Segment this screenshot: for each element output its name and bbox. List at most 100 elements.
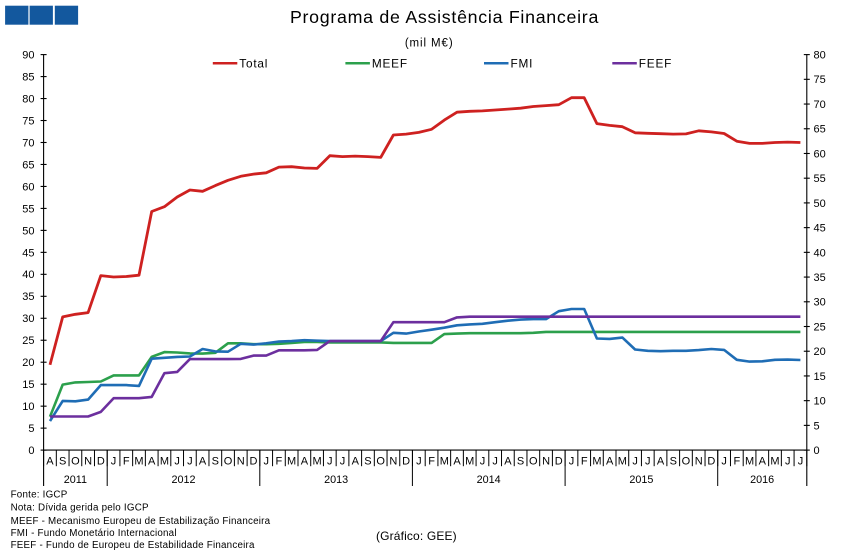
svg-text:FEEF: FEEF (639, 56, 672, 70)
svg-text:J: J (798, 456, 804, 468)
svg-text:N: N (695, 456, 703, 468)
svg-text:O: O (224, 456, 233, 468)
svg-text:2016: 2016 (750, 474, 774, 486)
svg-text:A: A (453, 456, 461, 468)
svg-text:D: D (402, 456, 410, 468)
svg-text:60: 60 (22, 181, 34, 193)
svg-text:2011: 2011 (64, 474, 87, 486)
svg-text:30: 30 (814, 297, 826, 309)
svg-text:J: J (187, 456, 193, 468)
svg-text:N: N (84, 456, 92, 468)
svg-text:F: F (581, 456, 588, 468)
svg-text:A: A (657, 456, 665, 468)
svg-text:M: M (287, 456, 296, 468)
svg-text:5: 5 (814, 420, 820, 432)
svg-text:45: 45 (22, 247, 34, 259)
svg-text:J: J (111, 456, 117, 468)
svg-text:25: 25 (22, 335, 34, 347)
svg-text:75: 75 (814, 74, 826, 86)
svg-text:MEEF: MEEF (372, 56, 408, 70)
svg-text:FMI - Fundo Monetário Internac: FMI - Fundo Monetário Internacional (11, 528, 177, 539)
svg-text:MEEF - Mecanismo Europeu de Es: MEEF - Mecanismo Europeu de Estabilizaçã… (11, 516, 271, 527)
svg-text:O: O (682, 456, 691, 468)
svg-text:Total: Total (239, 56, 268, 70)
svg-text:25: 25 (814, 321, 826, 333)
svg-text:J: J (785, 456, 791, 468)
svg-text:A: A (148, 456, 156, 468)
svg-text:35: 35 (814, 272, 826, 284)
svg-text:N: N (389, 456, 397, 468)
svg-text:D: D (250, 456, 258, 468)
svg-text:A: A (504, 456, 512, 468)
svg-text:40: 40 (814, 247, 826, 259)
svg-text:M: M (745, 456, 754, 468)
svg-text:65: 65 (22, 159, 34, 171)
svg-text:45: 45 (814, 223, 826, 235)
svg-text:(Gráfico: GEE): (Gráfico: GEE) (376, 529, 457, 543)
svg-text:Programa de Assistência Financ: Programa de Assistência Financeira (290, 7, 599, 27)
svg-text:O: O (529, 456, 538, 468)
svg-text:M: M (770, 456, 779, 468)
svg-text:A: A (46, 456, 54, 468)
svg-text:55: 55 (22, 203, 34, 215)
svg-text:50: 50 (814, 198, 826, 210)
svg-text:S: S (517, 456, 524, 468)
svg-text:2015: 2015 (629, 474, 653, 486)
svg-text:15: 15 (814, 371, 826, 383)
svg-text:J: J (492, 456, 498, 468)
svg-text:M: M (592, 456, 601, 468)
svg-text:S: S (364, 456, 371, 468)
svg-text:F: F (123, 456, 130, 468)
svg-text:10: 10 (22, 401, 34, 413)
svg-text:A: A (352, 456, 360, 468)
svg-text:20: 20 (814, 346, 826, 358)
svg-text:M: M (618, 456, 627, 468)
svg-text:F: F (733, 456, 740, 468)
svg-text:0: 0 (28, 445, 34, 457)
svg-text:FMI: FMI (511, 56, 534, 70)
svg-text:A: A (199, 456, 207, 468)
svg-text:J: J (645, 456, 651, 468)
svg-text:D: D (97, 456, 105, 468)
svg-text:A: A (606, 456, 614, 468)
svg-text:35: 35 (22, 291, 34, 303)
svg-text:40: 40 (22, 269, 34, 281)
svg-text:N: N (542, 456, 550, 468)
svg-text:D: D (707, 456, 715, 468)
svg-text:55: 55 (814, 173, 826, 185)
svg-text:Nota: Dívida gerida pelo IGCP: Nota: Dívida gerida pelo IGCP (11, 503, 149, 514)
svg-text:S: S (212, 456, 219, 468)
svg-text:80: 80 (814, 50, 826, 62)
svg-text:2013: 2013 (324, 474, 348, 486)
svg-text:J: J (569, 456, 575, 468)
svg-text:J: J (174, 456, 180, 468)
svg-text:5: 5 (28, 423, 34, 435)
svg-text:90: 90 (22, 50, 34, 62)
svg-text:70: 70 (814, 99, 826, 111)
svg-text:Fonte: IGCP: Fonte: IGCP (11, 490, 68, 501)
svg-text:20: 20 (22, 357, 34, 369)
svg-text:65: 65 (814, 124, 826, 136)
svg-text:F: F (428, 456, 435, 468)
svg-text:2012: 2012 (171, 474, 195, 486)
svg-text:70: 70 (22, 137, 34, 149)
svg-text:S: S (59, 456, 66, 468)
svg-text:J: J (632, 456, 638, 468)
svg-text:0: 0 (814, 445, 820, 457)
svg-text:10: 10 (814, 396, 826, 408)
svg-text:M: M (134, 456, 143, 468)
svg-text:M: M (440, 456, 449, 468)
svg-text:O: O (376, 456, 385, 468)
svg-text:J: J (263, 456, 269, 468)
svg-text:30: 30 (22, 313, 34, 325)
svg-text:60: 60 (814, 148, 826, 160)
svg-text:J: J (480, 456, 486, 468)
svg-text:2014: 2014 (477, 474, 501, 486)
svg-text:50: 50 (22, 225, 34, 237)
svg-text:O: O (71, 456, 80, 468)
svg-text:F: F (276, 456, 283, 468)
svg-text:J: J (721, 456, 727, 468)
svg-text:N: N (237, 456, 245, 468)
svg-text:FEEF - Fundo de Europeu de Est: FEEF - Fundo de Europeu de Estabilidade … (11, 540, 255, 551)
svg-text:85: 85 (22, 71, 34, 83)
